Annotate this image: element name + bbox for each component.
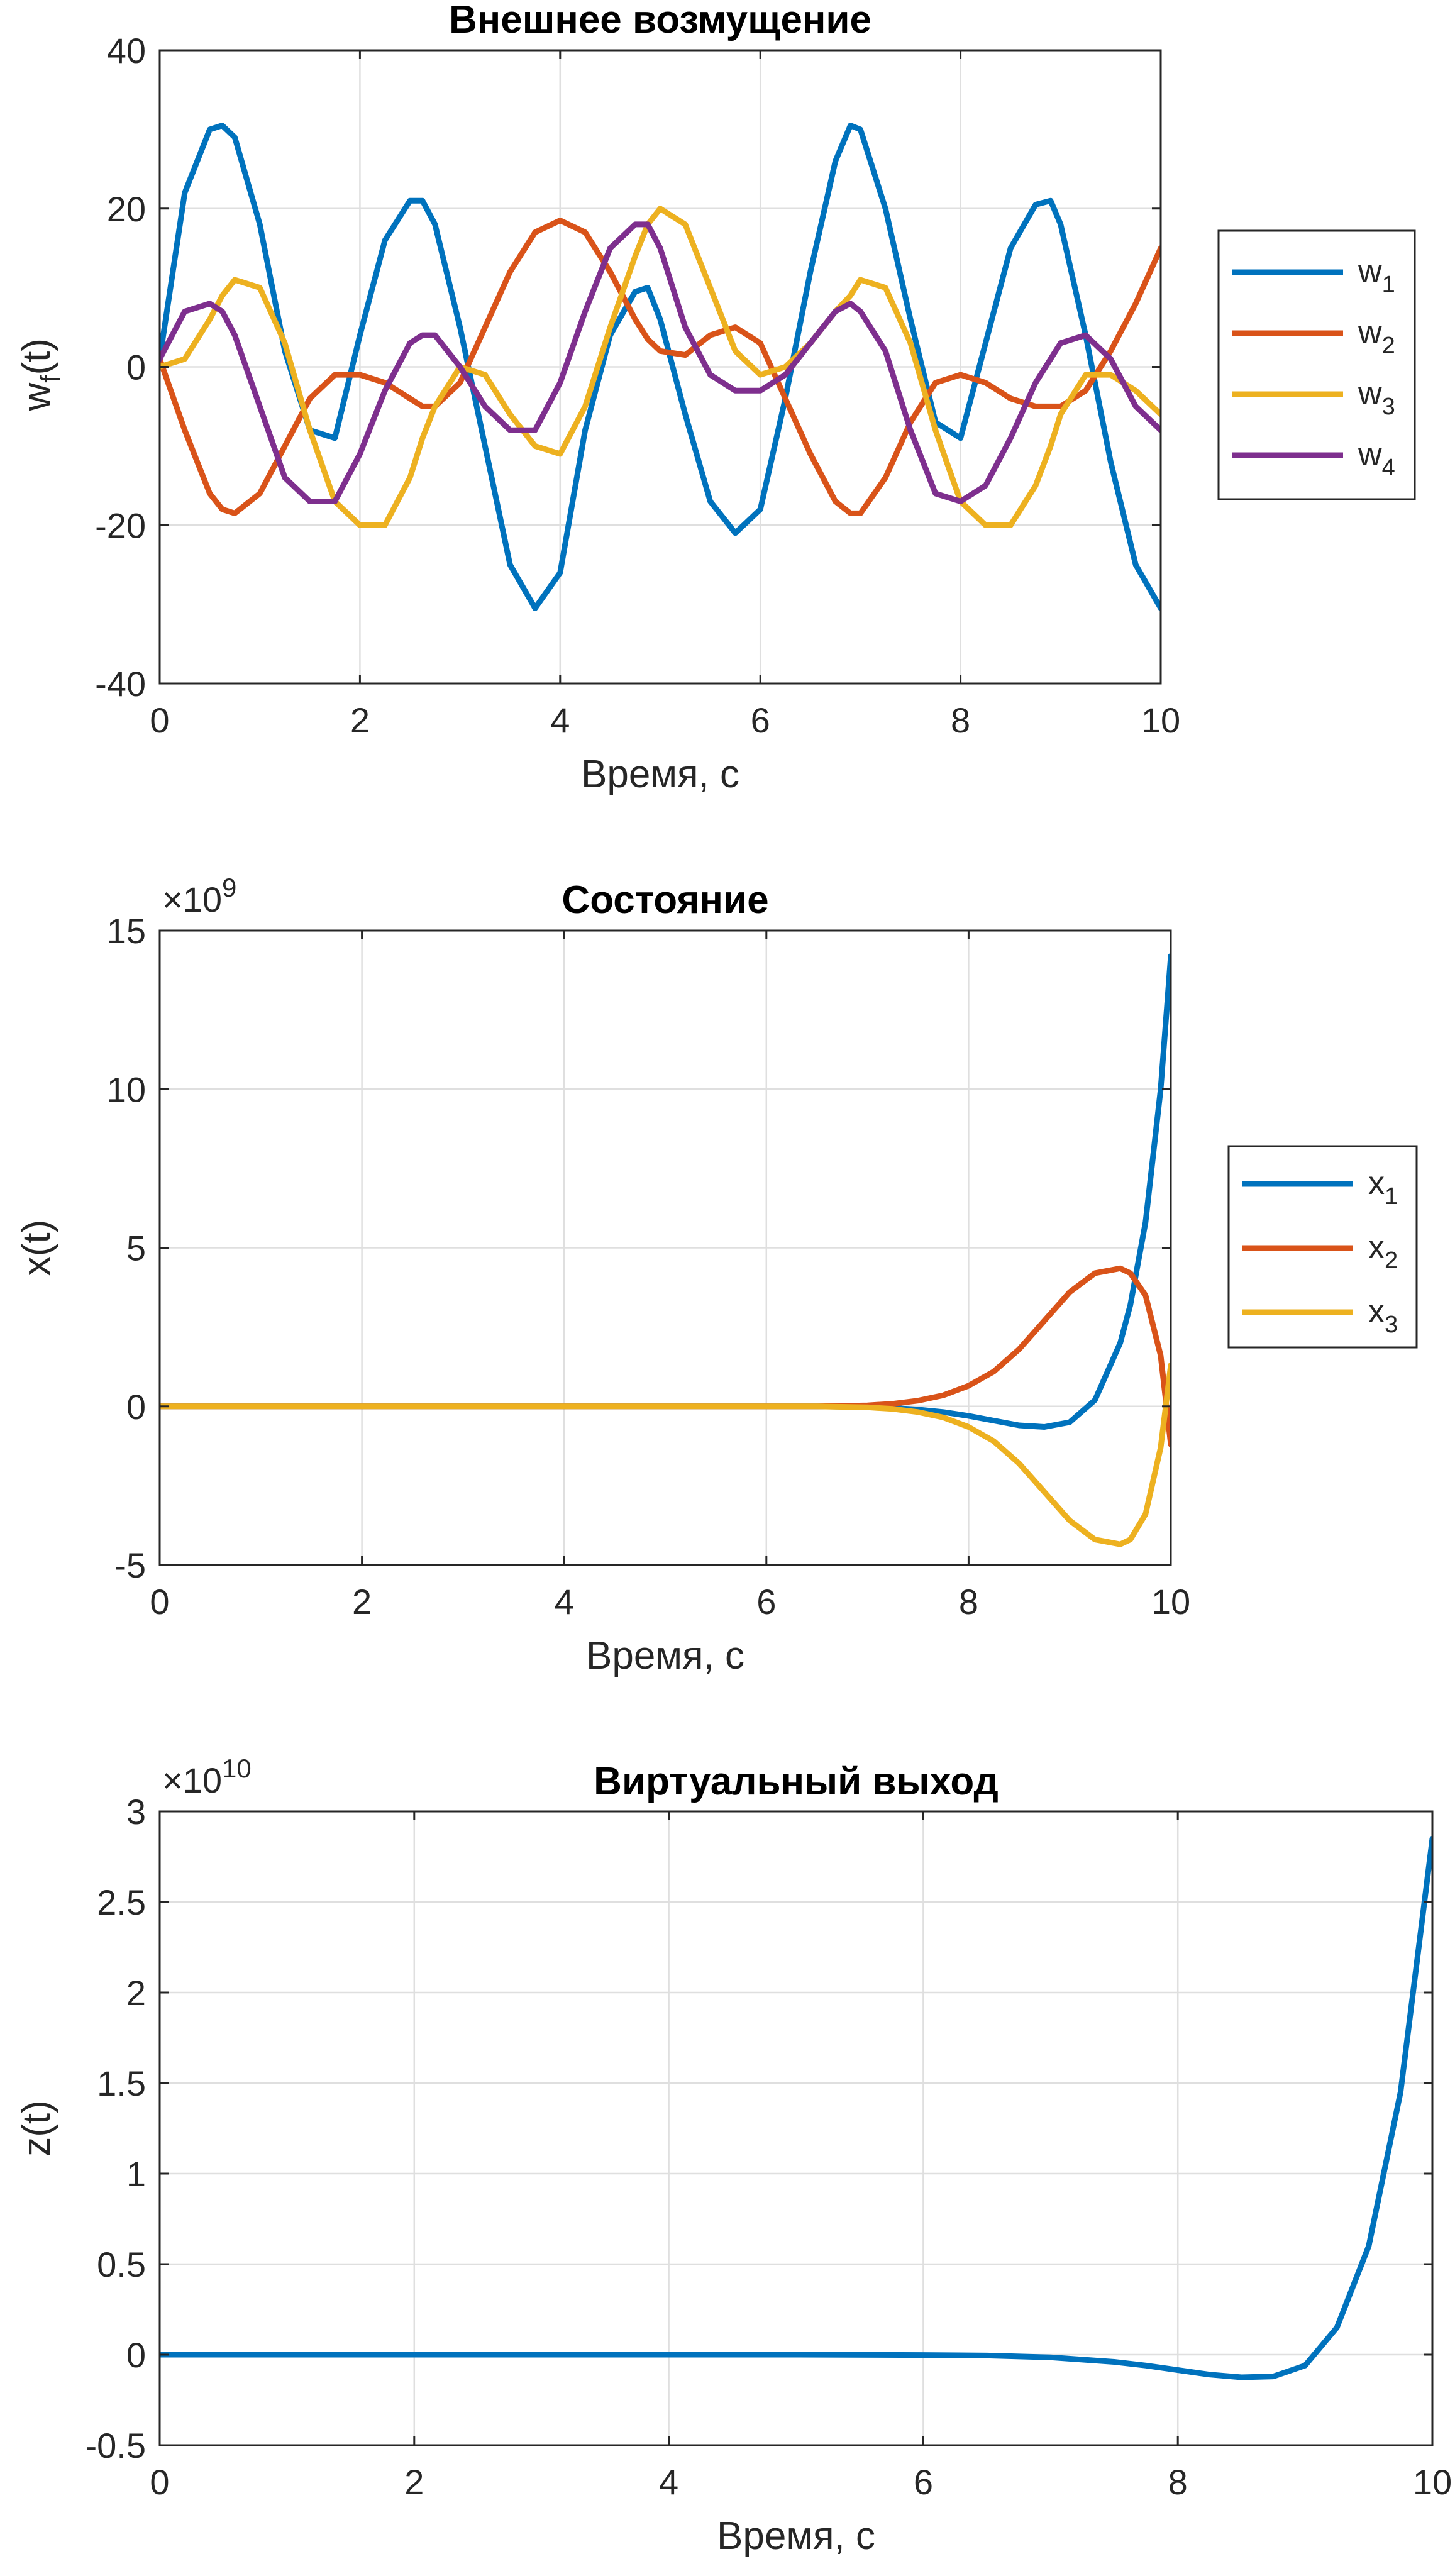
y-tick-label: 40 bbox=[107, 31, 146, 70]
legend-entry: x3 bbox=[1368, 1293, 1398, 1338]
legend-entry: x1 bbox=[1368, 1165, 1398, 1210]
x-tick-label: 4 bbox=[555, 1582, 574, 1622]
series-group bbox=[160, 123, 1161, 611]
legend-entry: w2 bbox=[1358, 314, 1395, 359]
y-tick-label: -40 bbox=[95, 664, 146, 704]
series-group bbox=[160, 953, 1171, 1547]
series-line-x2 bbox=[160, 1265, 1171, 1447]
chart-title: Состояние bbox=[562, 878, 768, 922]
grid bbox=[160, 1811, 1432, 2445]
y-tick-label: 20 bbox=[107, 189, 146, 229]
y-tick-label: -0.5 bbox=[86, 2426, 147, 2465]
y-axis-label: x(t) bbox=[15, 1220, 58, 1276]
series-line-w1 bbox=[160, 123, 1161, 611]
x-axis-label: Время, с bbox=[581, 753, 739, 796]
y-tick-label: 2 bbox=[126, 1973, 146, 2013]
x-tick-label: 8 bbox=[1168, 2462, 1188, 2502]
y-tick-label: 10 bbox=[107, 1070, 146, 1109]
y-tick-label: 1.5 bbox=[97, 2064, 146, 2103]
ticks: 0 2 4 6 8 10 -40 -20 0 20 40 bbox=[95, 31, 1180, 740]
grid bbox=[160, 931, 1171, 1565]
x-tick-label: 10 bbox=[1141, 700, 1180, 740]
series-line-x1 bbox=[160, 953, 1171, 1430]
x-tick-label: 0 bbox=[150, 2462, 169, 2502]
x-tick-label: 2 bbox=[350, 700, 370, 740]
x-tick-label: 0 bbox=[150, 1582, 169, 1622]
y-axis-label: z(t) bbox=[15, 2100, 58, 2157]
y-tick-label: 0 bbox=[126, 348, 146, 387]
x-tick-label: 2 bbox=[404, 2462, 424, 2502]
series-line-w3 bbox=[160, 206, 1161, 528]
series-line-x3 bbox=[160, 1362, 1171, 1547]
x-axis-label: Время, с bbox=[586, 1634, 744, 1678]
axis-exponent: ×1010 bbox=[162, 1754, 252, 1800]
x-tick-label: 2 bbox=[352, 1582, 372, 1622]
y-tick-label: 0 bbox=[126, 2335, 146, 2375]
legend: x1 x2 x3 bbox=[1227, 1145, 1418, 1349]
axes-frame bbox=[158, 1810, 1434, 2446]
x-tick-label: 4 bbox=[659, 2462, 678, 2502]
legend: w1 w2 w3 w4 bbox=[1217, 229, 1416, 500]
y-axis-label-group: x(t) bbox=[15, 1220, 58, 1276]
y-tick-label: 2.5 bbox=[97, 1882, 146, 1922]
y-tick-label: -5 bbox=[114, 1545, 146, 1585]
x-tick-label: 6 bbox=[914, 2462, 933, 2502]
y-tick-label: 5 bbox=[126, 1229, 146, 1268]
axis-exponent: ×109 bbox=[162, 873, 236, 919]
x-tick-label: 0 bbox=[150, 700, 169, 740]
legend-entry: w3 bbox=[1358, 375, 1395, 420]
series-group bbox=[160, 1835, 1432, 2380]
x-axis-label: Время, с bbox=[717, 2514, 875, 2558]
legend-entry: w4 bbox=[1358, 436, 1395, 481]
x-tick-label: 8 bbox=[951, 700, 970, 740]
y-tick-label: 15 bbox=[107, 911, 146, 951]
x-tick-label: 8 bbox=[959, 1582, 978, 1622]
x-tick-label: 4 bbox=[550, 700, 570, 740]
chart-title: Виртуальный выход bbox=[594, 1760, 999, 1803]
y-tick-label: 0.5 bbox=[97, 2245, 146, 2284]
y-tick-label: 0 bbox=[126, 1387, 146, 1427]
chart-title: Внешнее возмущение bbox=[449, 0, 871, 41]
y-axis-label: wf(t) bbox=[15, 338, 66, 412]
x-tick-label: 10 bbox=[1151, 1582, 1190, 1622]
series-line-w2 bbox=[160, 218, 1161, 516]
y-tick-label: -20 bbox=[95, 506, 146, 545]
x-tick-label: 10 bbox=[1413, 2462, 1452, 2502]
y-tick-label: 1 bbox=[126, 2154, 146, 2194]
series-line-z bbox=[160, 1835, 1432, 2380]
y-tick-label: 3 bbox=[126, 1792, 146, 1832]
y-axis-label-group: wf(t) bbox=[15, 338, 66, 412]
x-tick-label: 6 bbox=[756, 1582, 776, 1622]
disturbance-plot: 0 2 4 6 8 10 -40 -20 0 20 40 Внешнее возмущение Врем… bbox=[15, 0, 1416, 796]
y-axis-label-group: z(t) bbox=[15, 2100, 58, 2157]
x-tick-label: 6 bbox=[751, 700, 770, 740]
ticks: 0 2 4 6 8 10-0.500.511.522.53 bbox=[86, 1792, 1452, 2502]
series-line-w4 bbox=[160, 221, 1161, 504]
legend-entry: w1 bbox=[1358, 253, 1395, 298]
legend-entry: x2 bbox=[1368, 1229, 1398, 1274]
grid bbox=[160, 50, 1161, 683]
